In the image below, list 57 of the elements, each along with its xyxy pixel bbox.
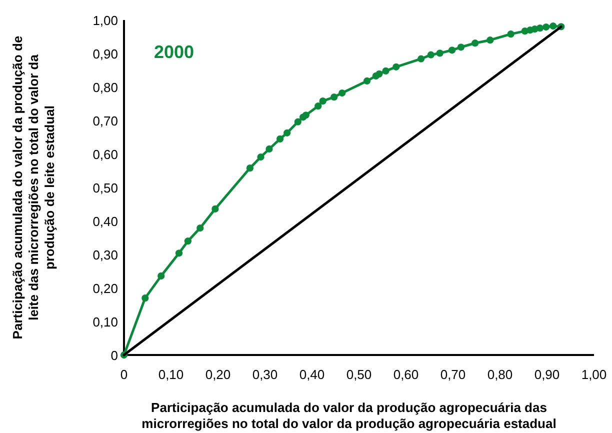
point	[196, 224, 204, 232]
x-tick-label: 0,40	[299, 367, 325, 382]
point	[158, 272, 165, 280]
x-tick-label: 0	[120, 367, 128, 382]
point	[266, 145, 273, 153]
point	[457, 44, 465, 51]
point	[550, 22, 557, 30]
point	[427, 51, 434, 58]
point	[175, 250, 183, 257]
point	[184, 238, 192, 245]
y-tick-label: 0,90	[92, 46, 118, 62]
y-tick-label: 0,10	[92, 314, 118, 330]
point	[314, 102, 322, 110]
point	[417, 55, 425, 62]
point	[392, 63, 400, 70]
x-tick-label: 0,90	[534, 367, 560, 382]
x-tick-label: 0,10	[158, 367, 184, 382]
point	[436, 50, 444, 57]
x-axis-title: Participação acumulada do valor da produção agropecuária das microrregiões no total do valor da produção agropecuária estadual	[142, 400, 556, 431]
y-tick-label: 0,50	[92, 180, 118, 196]
point	[276, 135, 284, 142]
text: 2000	[154, 42, 194, 62]
x-tick-label: 0,70	[440, 367, 466, 382]
y-tick-label: 1,00	[92, 13, 118, 28]
x-tick-label: 0,50	[346, 367, 372, 382]
x-tick-label: 1,00	[581, 367, 607, 382]
y-tick-label: 0,40	[92, 214, 118, 229]
point	[363, 77, 371, 85]
point	[472, 40, 479, 47]
y-tick-label: 0,80	[92, 80, 118, 95]
point	[302, 112, 310, 119]
y-tick-label: 0,70	[92, 114, 118, 128]
point	[536, 24, 544, 32]
point	[257, 153, 264, 161]
point	[382, 67, 390, 74]
point	[542, 23, 550, 31]
point	[448, 46, 456, 54]
x-tick-label: 0,20	[205, 367, 231, 382]
point	[142, 294, 149, 302]
x-tick-label: 0,30	[252, 367, 278, 382]
point	[486, 36, 494, 44]
point	[246, 164, 254, 172]
point	[284, 129, 291, 136]
x-tick-label: 0,60	[393, 367, 419, 382]
y-tick-label: 0,20	[92, 281, 118, 296]
y-tick-label: 0,30	[92, 248, 118, 262]
point	[294, 118, 302, 126]
point	[319, 98, 326, 105]
x-tick-label: 0,80	[487, 367, 513, 382]
point	[338, 89, 346, 97]
y-tick-label: 0	[110, 348, 118, 363]
point	[212, 205, 219, 212]
point	[330, 93, 338, 101]
point	[376, 70, 383, 78]
y-axis-title: Participação acumulada do valor da produção de leite das microrregiões no total do valor da produção de leite estadual	[10, 36, 57, 340]
y-tick-label: 0,60	[92, 147, 118, 162]
point	[507, 30, 514, 38]
